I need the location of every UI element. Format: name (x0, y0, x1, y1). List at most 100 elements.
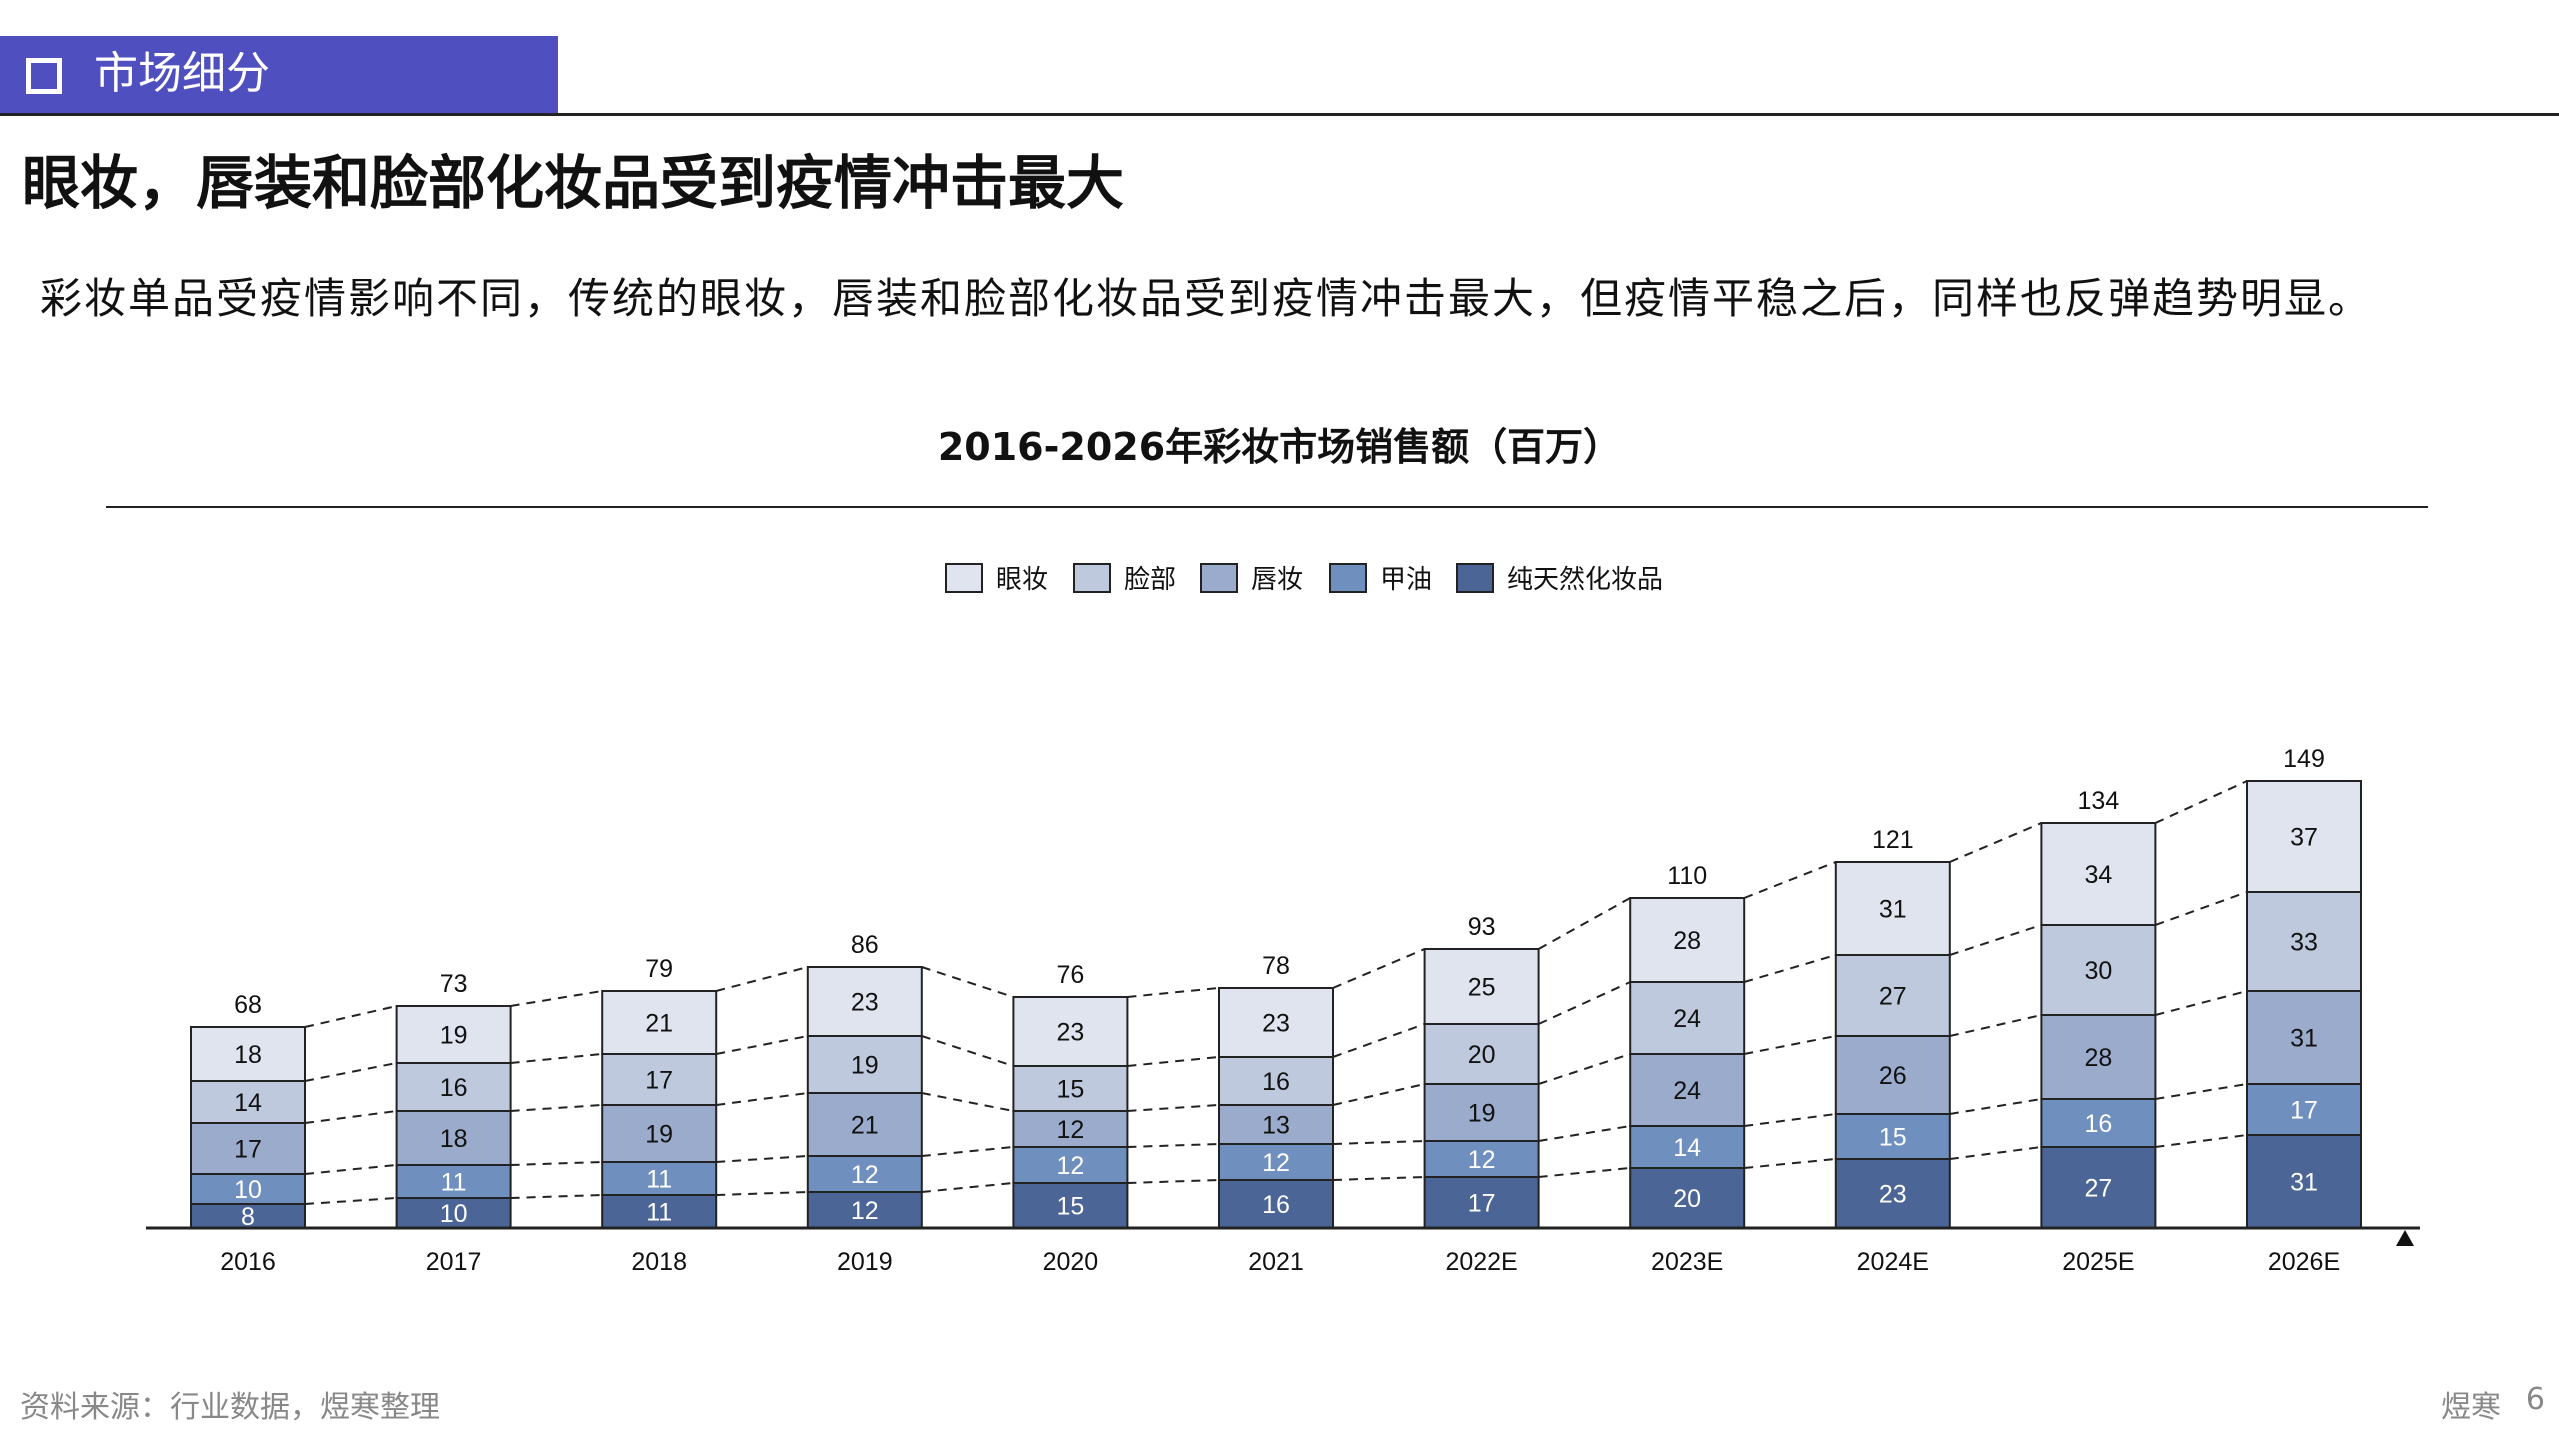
bar-segment-label: 17 (1468, 1190, 1496, 1218)
bar-segment (190, 1122, 306, 1175)
dashed-connector (2154, 780, 2248, 824)
dashed-connector (921, 1146, 1014, 1157)
bar-segment-label: 31 (1879, 896, 1907, 924)
slide-body-text: 彩妆单品受疫情影响不同，传统的眼妆，唇装和脸部化妆品受到疫情冲击最大，但疫情平稳… (40, 274, 2373, 323)
bar-segment-label: 17 (2290, 1097, 2318, 1125)
bar-segment (1012, 1110, 1129, 1148)
x-tick-label: 2019 (837, 1248, 893, 1276)
bar-segment-label: 18 (234, 1041, 262, 1069)
dashed-connector (304, 1062, 397, 1082)
dashed-connector (1127, 1104, 1220, 1112)
dashed-connector (1127, 987, 1220, 998)
bar-segment-label: 28 (2084, 1044, 2112, 1072)
bar-segment (1834, 1158, 1951, 1229)
dashed-connector (1743, 861, 1837, 899)
bar-segment (1012, 1146, 1129, 1184)
dashed-connector (1332, 1176, 1425, 1181)
bar-segment-label: 23 (1056, 1019, 1084, 1047)
bar-segment-label: 34 (2084, 861, 2112, 889)
bar-segment (2246, 1134, 2362, 1229)
bar-total-label: 110 (1667, 862, 1707, 890)
x-tick-label: 2026E (2268, 1248, 2340, 1276)
bar-segment-label: 19 (1468, 1100, 1496, 1128)
dashed-connector (716, 1035, 808, 1055)
dashed-connector (1538, 981, 1631, 1025)
dashed-connector (304, 1005, 397, 1028)
bar-segment (806, 1191, 923, 1229)
bar-segment-label: 16 (440, 1074, 468, 1102)
bar-segment-label: 21 (851, 1112, 879, 1140)
bar-segment-label: 12 (851, 1197, 879, 1225)
bar-segment (2040, 1146, 2157, 1229)
bar-segment-label: 12 (1056, 1152, 1084, 1180)
bar-segment-label: 26 (1879, 1062, 1907, 1090)
bar-segment (601, 990, 718, 1055)
chart-title: 2016-2026年彩妆市场销售额（百万） (937, 425, 1622, 469)
bar-segment (2246, 780, 2362, 893)
bar-total-label: 79 (645, 955, 673, 983)
bar-segment (1218, 1143, 1334, 1181)
bar-segment (601, 1053, 718, 1106)
bar-total-label: 78 (1262, 952, 1290, 980)
legend-swatch (945, 563, 983, 593)
bar-segment (2040, 822, 2157, 926)
x-tick-label: 2018 (631, 1248, 687, 1276)
bar-segment (1629, 981, 1746, 1055)
dashed-connector (1949, 822, 2042, 863)
page-number: 6 (2525, 1382, 2545, 1417)
bar-segment-label: 12 (1056, 1116, 1084, 1144)
bar-segment-label: 25 (1468, 974, 1496, 1002)
x-tick-label: 2024E (1857, 1248, 1929, 1276)
bar-segment (190, 1080, 306, 1124)
dashed-connector (2155, 1083, 2248, 1100)
bar-segment-label: 15 (1056, 1193, 1084, 1221)
bar-segment (1423, 948, 1540, 1025)
dashed-connector (1743, 954, 1837, 983)
x-tick-label: 2025E (2062, 1248, 2134, 1276)
bar-segment-label: 30 (2084, 957, 2112, 985)
dashed-connector (304, 1197, 397, 1205)
bar-segment (1423, 1083, 1540, 1142)
dashed-connector (1332, 1140, 1425, 1145)
dashed-connector (1332, 1083, 1425, 1106)
bar-segment-label: 24 (1673, 1005, 1701, 1033)
dashed-connector (1332, 948, 1425, 989)
bar-segment-label: 19 (851, 1052, 879, 1080)
bar-segment (1218, 1179, 1334, 1229)
bar-segment-label: 12 (1468, 1146, 1496, 1174)
x-tick-label: 2020 (1043, 1248, 1099, 1276)
dashed-connector (1538, 1125, 1631, 1142)
dashed-connector (1538, 897, 1631, 950)
dashed-connector (716, 1191, 808, 1196)
bar-segment-label: 23 (1262, 1010, 1290, 1038)
header-rule (0, 113, 2559, 116)
bar-segment-label: 18 (440, 1125, 468, 1153)
bar-segment (1423, 1140, 1540, 1178)
bar-segment (190, 1026, 306, 1082)
bar-segment-label: 24 (1673, 1077, 1701, 1105)
bar-segment (2246, 891, 2362, 992)
dashed-connector (1127, 1143, 1220, 1148)
bar-segment (1423, 1176, 1540, 1229)
bar-total-label: 149 (2283, 745, 2325, 773)
dashed-connector (716, 1092, 808, 1106)
legend-swatch (1073, 563, 1111, 593)
bar-segment-label: 12 (851, 1161, 879, 1189)
bar-segment-label: 19 (645, 1121, 673, 1149)
legend-label: 纯天然化妆品 (1507, 565, 1663, 595)
bar-segment-label: 19 (440, 1022, 468, 1050)
bar-segment (601, 1161, 718, 1196)
bar-total-label: 76 (1056, 961, 1084, 989)
bar-segment-label: 13 (1262, 1112, 1290, 1140)
x-tick-label: 2016 (220, 1248, 276, 1276)
bar-segment (806, 966, 923, 1037)
bar-segment-label: 11 (441, 1169, 467, 1197)
bar-segment (601, 1194, 718, 1229)
dashed-connector (1744, 1035, 1836, 1055)
dashed-connector (921, 1092, 1014, 1112)
bar-segment-label: 17 (234, 1136, 262, 1164)
dashed-connector (716, 1155, 808, 1163)
bar-segment-label: 16 (1262, 1191, 1290, 1219)
dashed-connector (921, 1035, 1014, 1067)
bar-segment (1629, 1053, 1746, 1127)
